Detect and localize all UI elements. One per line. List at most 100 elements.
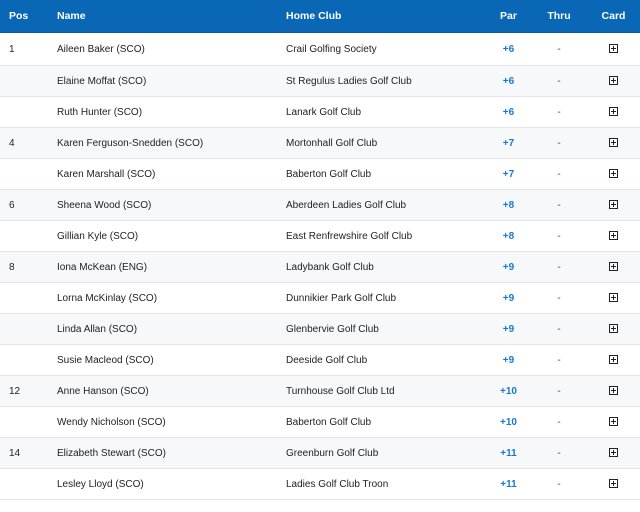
row-card xyxy=(587,262,640,273)
row-pos: 12 xyxy=(9,385,21,397)
row-par: +7 xyxy=(502,137,515,149)
table-row: Gillian Kyle (SCO) East Renfrewshire Gol… xyxy=(0,221,640,252)
expand-card-icon[interactable] xyxy=(609,355,618,365)
expand-card-icon[interactable] xyxy=(609,200,618,210)
row-par: +8 xyxy=(502,199,515,211)
table-row: Lesley Lloyd (SCO) Ladies Golf Club Troo… xyxy=(0,469,640,500)
row-thru: - xyxy=(557,43,561,55)
row-club: Dunnikier Park Golf Club xyxy=(286,292,397,304)
table-row: Linda Allan (SCO) Glenbervie Golf Club +… xyxy=(0,314,640,345)
row-thru: - xyxy=(557,385,561,397)
row-pos: 4 xyxy=(9,137,15,149)
expand-card-icon[interactable] xyxy=(609,76,618,86)
row-card xyxy=(587,107,640,118)
table-row: Lorna McKinlay (SCO) Dunnikier Park Golf… xyxy=(0,283,640,314)
table-row: 8 Iona McKean (ENG) Ladybank Golf Club +… xyxy=(0,252,640,283)
row-thru: - xyxy=(557,230,561,242)
table-row: Ruth Hunter (SCO) Lanark Golf Club +6 - xyxy=(0,97,640,128)
row-thru: - xyxy=(557,354,561,366)
expand-card-icon[interactable] xyxy=(609,138,618,148)
row-club: Aberdeen Ladies Golf Club xyxy=(286,199,407,211)
row-thru: - xyxy=(557,75,561,87)
expand-card-icon[interactable] xyxy=(609,417,618,427)
table-row: 1 Aileen Baker (SCO) Crail Golfing Socie… xyxy=(0,33,640,66)
row-thru: - xyxy=(557,199,561,211)
expand-card-icon[interactable] xyxy=(609,293,618,303)
row-club: St Regulus Ladies Golf Club xyxy=(286,75,412,87)
row-thru: - xyxy=(557,478,561,490)
expand-card-icon[interactable] xyxy=(609,479,618,489)
row-club: Turnhouse Golf Club Ltd xyxy=(286,385,395,397)
row-club: Ladybank Golf Club xyxy=(286,261,374,273)
row-thru: - xyxy=(557,447,561,459)
row-name: Karen Ferguson-Snedden (SCO) xyxy=(57,137,204,149)
table-row: Karen Marshall (SCO) Baberton Golf Club … xyxy=(0,159,640,190)
expand-card-icon[interactable] xyxy=(609,231,618,241)
row-name: Linda Allan (SCO) xyxy=(57,323,138,335)
row-thru: - xyxy=(557,292,561,304)
header-pos: Pos xyxy=(9,10,29,22)
row-club: Ladies Golf Club Troon xyxy=(286,478,389,490)
expand-card-icon[interactable] xyxy=(609,386,618,396)
row-thru: - xyxy=(557,261,561,273)
row-club: Deeside Golf Club xyxy=(286,354,368,366)
row-thru: - xyxy=(557,168,561,180)
row-thru: - xyxy=(557,137,561,149)
table-row: Elaine Moffat (SCO) St Regulus Ladies Go… xyxy=(0,66,640,97)
row-par: +10 xyxy=(500,416,517,428)
row-name: Anne Hanson (SCO) xyxy=(57,385,149,397)
row-name: Ruth Hunter (SCO) xyxy=(57,106,143,118)
row-thru: - xyxy=(557,416,561,428)
row-card xyxy=(587,138,640,149)
row-par: +9 xyxy=(502,292,515,304)
row-card xyxy=(587,293,640,304)
leaderboard-rows: 1 Aileen Baker (SCO) Crail Golfing Socie… xyxy=(0,33,640,500)
row-card xyxy=(587,76,640,87)
row-card xyxy=(587,386,640,397)
expand-card-icon[interactable] xyxy=(609,169,618,179)
row-pos: 14 xyxy=(9,447,21,459)
row-par: +6 xyxy=(502,43,515,55)
row-par: +6 xyxy=(502,75,515,87)
table-row: 4 Karen Ferguson-Snedden (SCO) Mortonhal… xyxy=(0,128,640,159)
row-card xyxy=(587,44,640,55)
row-par: +9 xyxy=(502,354,515,366)
expand-card-icon[interactable] xyxy=(609,44,618,54)
header-thru: Thru xyxy=(547,10,571,22)
expand-card-icon[interactable] xyxy=(609,448,618,458)
row-name: Gillian Kyle (SCO) xyxy=(57,230,139,242)
table-row: Wendy Nicholson (SCO) Baberton Golf Club… xyxy=(0,407,640,438)
header-club: Home Club xyxy=(286,10,342,22)
header-par: Par xyxy=(500,10,517,22)
row-card xyxy=(587,200,640,211)
row-card xyxy=(587,417,640,428)
expand-card-icon[interactable] xyxy=(609,324,618,334)
table-row: Susie Macleod (SCO) Deeside Golf Club +9… xyxy=(0,345,640,376)
row-pos: 8 xyxy=(9,261,15,273)
expand-card-icon[interactable] xyxy=(609,107,618,117)
row-card xyxy=(587,231,640,242)
row-par: +9 xyxy=(502,323,515,335)
table-row: 6 Sheena Wood (SCO) Aberdeen Ladies Golf… xyxy=(0,190,640,221)
expand-card-icon[interactable] xyxy=(609,262,618,272)
row-name: Susie Macleod (SCO) xyxy=(57,354,154,366)
row-card xyxy=(587,169,640,180)
table-row: 14 Elizabeth Stewart (SCO) Greenburn Gol… xyxy=(0,438,640,469)
leaderboard: Pos Name Home Club Par Thru Card 1 Ailee… xyxy=(0,0,640,500)
row-par: +11 xyxy=(500,478,517,490)
row-par: +6 xyxy=(502,106,515,118)
row-pos: 1 xyxy=(9,43,15,55)
row-thru: - xyxy=(557,323,561,335)
row-name: Iona McKean (ENG) xyxy=(57,261,148,273)
row-card xyxy=(587,479,640,490)
row-club: Baberton Golf Club xyxy=(286,416,372,428)
row-club: Greenburn Golf Club xyxy=(286,447,379,459)
row-par: +10 xyxy=(500,385,517,397)
row-name: Aileen Baker (SCO) xyxy=(57,43,145,55)
row-thru: - xyxy=(557,106,561,118)
row-name: Karen Marshall (SCO) xyxy=(57,168,156,180)
row-name: Wendy Nicholson (SCO) xyxy=(57,416,166,428)
row-name: Lesley Lloyd (SCO) xyxy=(57,478,144,490)
row-par: +8 xyxy=(502,230,515,242)
row-name: Elaine Moffat (SCO) xyxy=(57,75,147,87)
